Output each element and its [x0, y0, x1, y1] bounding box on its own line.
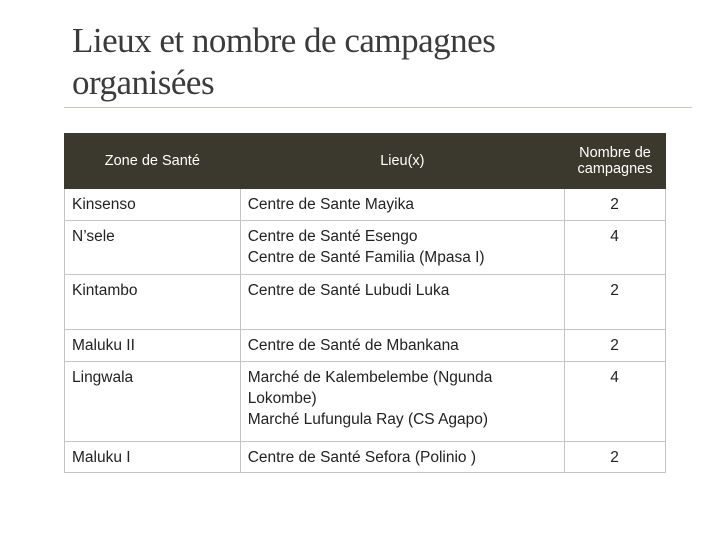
slide-title: Lieux et nombre de campagnes organisées — [72, 21, 496, 102]
place-line: Centre de Santé Esengo — [247, 228, 418, 245]
count-cell: 2 — [564, 188, 666, 221]
header-row: Zone de Santé Lieu(x) Nombre de campagnes — [64, 133, 666, 189]
zone-cell: Maluku I — [64, 441, 241, 473]
zone-cell: Kinsenso — [64, 188, 241, 221]
place-line: Centre de Santé Lubudi Luka — [247, 282, 450, 299]
count-cell: 2 — [564, 441, 666, 473]
zone-cell: Lingwala — [64, 361, 241, 442]
table-body: Kinsenso Centre de Sante Mayika 2 N’sele Cen… — [64, 188, 666, 473]
table-row: N’sele Centre de Santé Esengo Centre de Sa… — [64, 220, 666, 275]
place-line: Centre de Sante Mayika — [247, 196, 414, 213]
place-cell: Centre de Santé Esengo Centre de Santé Fa… — [239, 220, 566, 275]
zone-cell: Kintambo — [64, 274, 241, 330]
count-cell: 2 — [564, 329, 666, 362]
count-cell: 2 — [564, 274, 666, 330]
zone-cell: N’sele — [64, 220, 241, 275]
title-rule — [64, 107, 692, 108]
campaign-table: Zone de Santé Lieu(x) Nombre de campagnes … — [64, 133, 666, 473]
place-line: Marché Lufungula Ray (CS Agapo) — [247, 411, 489, 428]
count-cell: 4 — [564, 361, 666, 442]
table-row: Kinsenso Centre de Sante Mayika 2 — [64, 188, 666, 221]
column-header: Lieu(x) — [239, 133, 566, 189]
count-cell: 4 — [564, 220, 666, 275]
place-line: Centre de Santé de Mbankana — [247, 337, 459, 354]
place-line: Marché de Kalembelembe (Ngunda Lokombe) — [247, 369, 493, 407]
table-row: Lingwala Marché de Kalembelembe (Ngunda L… — [64, 361, 666, 442]
place-cell: Centre de Santé de Mbankana — [239, 329, 566, 362]
table-row: Kintambo Centre de Santé Lubudi Luka 2 — [64, 274, 666, 330]
table-row: Maluku II Centre de Santé de Mbankana 2 — [64, 329, 666, 362]
place-cell: Centre de Santé Lubudi Luka — [239, 274, 566, 330]
table-row: Maluku I Centre de Santé Sefora (Polinio … — [64, 441, 666, 473]
column-header: Zone de Santé — [64, 133, 241, 189]
column-header: Nombre de campagnes — [564, 133, 666, 189]
zone-cell: Maluku II — [64, 329, 241, 362]
place-cell: Centre de Santé Sefora (Polinio ) — [239, 441, 566, 473]
place-line: Centre de Santé Familia (Mpasa I) — [247, 249, 485, 266]
place-cell: Marché de Kalembelembe (Ngunda Lokombe) M… — [239, 361, 566, 442]
place-cell: Centre de Sante Mayika — [239, 188, 566, 221]
place-line: Centre de Santé Sefora (Polinio ) — [247, 449, 477, 466]
